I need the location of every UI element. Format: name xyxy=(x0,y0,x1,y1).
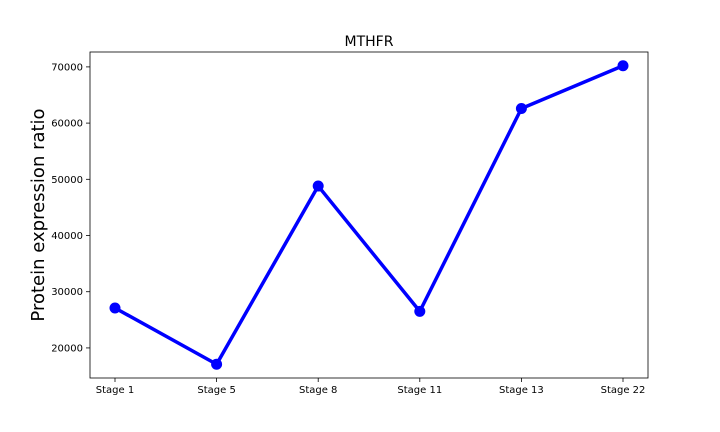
x-tick-label: Stage 11 xyxy=(397,385,442,396)
y-tick-label: 30000 xyxy=(51,287,83,298)
series-layer xyxy=(109,60,629,370)
x-tick-label: Stage 5 xyxy=(197,385,235,396)
x-tick-label: Stage 1 xyxy=(96,385,134,396)
x-tick-label: Stage 8 xyxy=(299,385,337,396)
y-tick-label: 20000 xyxy=(51,343,83,354)
y-tick-label: 40000 xyxy=(51,231,83,242)
data-point xyxy=(617,60,629,72)
data-point xyxy=(515,102,527,114)
series-line xyxy=(113,64,625,366)
data-point xyxy=(312,180,324,192)
x-axis-ticks: Stage 1 Stage 5 Stage 8 Stage 11 Stage 13 Sta… xyxy=(96,378,646,396)
y-tick-label: 70000 xyxy=(51,62,83,73)
y-tick-label: 50000 xyxy=(51,175,83,186)
data-point xyxy=(414,305,426,317)
data-point xyxy=(211,358,223,370)
y-tick-label: 60000 xyxy=(51,119,83,130)
x-tick-label: Stage 22 xyxy=(601,385,646,396)
data-point xyxy=(109,302,121,314)
x-tick-label: Stage 13 xyxy=(499,385,544,396)
y-axis-label: Protein expression ratio xyxy=(28,108,49,321)
chart-title: MTHFR xyxy=(345,34,394,50)
y-axis-ticks: 20000 30000 40000 50000 60000 70000 xyxy=(51,62,90,354)
plot-area-frame xyxy=(89,51,649,379)
